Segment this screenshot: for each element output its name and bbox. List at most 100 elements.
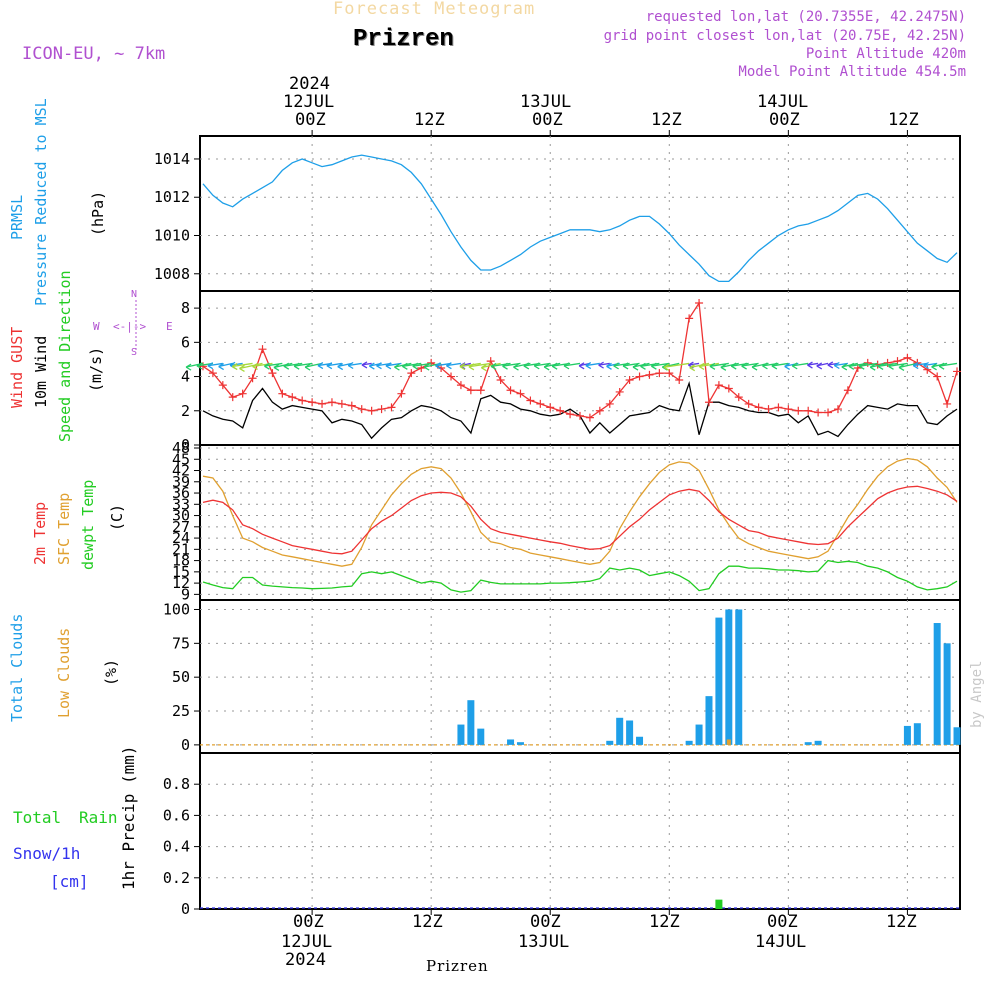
dewpt-line: [202, 559, 958, 593]
gust-marker: [665, 369, 674, 378]
gust-marker: [476, 386, 485, 395]
wind-arrowhead: [361, 361, 368, 369]
wind-arrow: [834, 362, 848, 367]
tick-label-temp: 9: [181, 585, 190, 603]
wind-arrow: [534, 362, 551, 367]
gust-marker: [516, 389, 525, 398]
tick-label-temp: 36: [172, 484, 190, 502]
compass-east: E: [166, 320, 173, 333]
wind-arrow: [939, 362, 958, 367]
precip-label-rain: Rain: [79, 808, 118, 827]
bottom-hour-5: 00Z: [767, 912, 798, 932]
top-year-label: 2024: [289, 74, 330, 94]
top-hour-3: 00Z: [532, 110, 563, 130]
wind-arrow: [709, 362, 729, 367]
gust-marker: [595, 406, 604, 415]
gust-marker: [337, 399, 346, 408]
wind-arrowhead: [481, 364, 487, 372]
wind-arrowhead: [888, 362, 894, 370]
wind-arrowhead: [385, 362, 392, 370]
gust-marker: [824, 408, 833, 417]
pressure-unit: (hPa): [89, 190, 107, 236]
gust-marker: [506, 386, 515, 395]
wind-arrowhead: [689, 364, 696, 372]
tick-label-temp: 12: [172, 574, 190, 592]
gust-marker: [804, 406, 813, 415]
total-cloud-bar: [814, 740, 822, 745]
total-cloud-bar: [725, 609, 733, 745]
tick-label-temp: 21: [172, 540, 190, 558]
tick-label-temp: 18: [172, 552, 190, 570]
tick-label-temp: 48: [172, 439, 190, 457]
precip-label-snow: Snow/1h: [13, 844, 81, 863]
gust-marker: [377, 405, 386, 414]
model-altitude: Model Point Altitude 454.5m: [738, 64, 966, 80]
wind-arrowhead: [402, 362, 408, 370]
gust-marker: [387, 403, 396, 412]
gust-marker: [754, 403, 763, 412]
wind-arrow: [232, 362, 253, 368]
total-cloud-bar: [913, 723, 921, 745]
total-cloud-bar: [933, 623, 941, 745]
footer-city: Prizren: [426, 957, 489, 975]
top-hour-5: 00Z: [769, 110, 800, 130]
wind-arrowhead: [551, 362, 558, 370]
pressure-label-prmsl: PRMSL: [8, 194, 26, 240]
top-date-13jul: 13JUL: [520, 92, 572, 112]
gust-marker: [228, 393, 237, 402]
compass-west: W: [93, 320, 100, 333]
tick-label-clouds: 25: [172, 702, 190, 720]
wind-arrowhead: [709, 362, 716, 370]
gust-marker: [466, 386, 475, 395]
wind-arrow: [207, 362, 223, 367]
wind-arrow: [502, 362, 521, 367]
wind-arrowhead: [585, 362, 592, 370]
total-cloud-bar: [735, 609, 743, 745]
gust-marker: [238, 389, 247, 398]
compass-ew: <-|->: [113, 320, 147, 333]
pressure-label-reduced: Pressure Reduced to MSL: [32, 98, 50, 306]
panel-frame-clouds: [199, 599, 961, 754]
tick-label-precip: 0.4: [163, 838, 190, 856]
wind-arrowhead: [446, 362, 452, 370]
wind-arrow: [273, 362, 293, 369]
gust-marker: [923, 365, 932, 374]
wind-arrowhead: [848, 362, 855, 370]
total-cloud-bar: [636, 736, 644, 745]
compass-south: S: [131, 347, 138, 358]
gust-marker: [218, 381, 227, 390]
gust-marker: [347, 401, 356, 410]
wind-arrowhead: [412, 362, 419, 370]
gust-marker: [496, 375, 505, 384]
gust-marker: [843, 386, 852, 395]
total-cloud-bar: [467, 700, 475, 745]
wind-arrowhead: [816, 362, 823, 370]
wind-arrowhead: [640, 362, 646, 370]
wind-arrow: [688, 362, 700, 366]
gust-marker: [903, 353, 912, 362]
wind-arrowhead: [326, 362, 333, 370]
requested-coords: requested lon,lat (20.7355E, 42.2475N): [645, 9, 966, 25]
wind-arrowhead: [613, 362, 619, 370]
wind-arrowhead: [632, 363, 639, 371]
tick-label-temp: 27: [172, 518, 190, 536]
tick-label-pressure: 1014: [154, 150, 190, 168]
wind-arrowhead: [337, 362, 344, 371]
gust-marker: [367, 406, 376, 415]
tick-label-pressure: 1008: [154, 265, 190, 283]
total-cloud-bar: [705, 696, 713, 745]
wind-arrow: [931, 362, 948, 368]
sfc-temp-line: [202, 457, 958, 567]
top-date-12jul: 12JUL: [283, 92, 335, 112]
rain-bar: [715, 899, 723, 909]
gust-marker: [833, 405, 842, 414]
wind-arrowhead: [563, 362, 570, 370]
wind-arrowhead: [869, 363, 876, 371]
wind-arrowhead: [578, 362, 585, 370]
gust-marker: [208, 369, 217, 378]
top-hour-1: 00Z: [295, 110, 326, 130]
chart-subtitle: Forecast Meteogram: [333, 0, 536, 19]
wind-arrow: [622, 362, 640, 367]
wind-arrow: [663, 362, 690, 368]
tick-label-precip: 0.2: [163, 869, 190, 887]
